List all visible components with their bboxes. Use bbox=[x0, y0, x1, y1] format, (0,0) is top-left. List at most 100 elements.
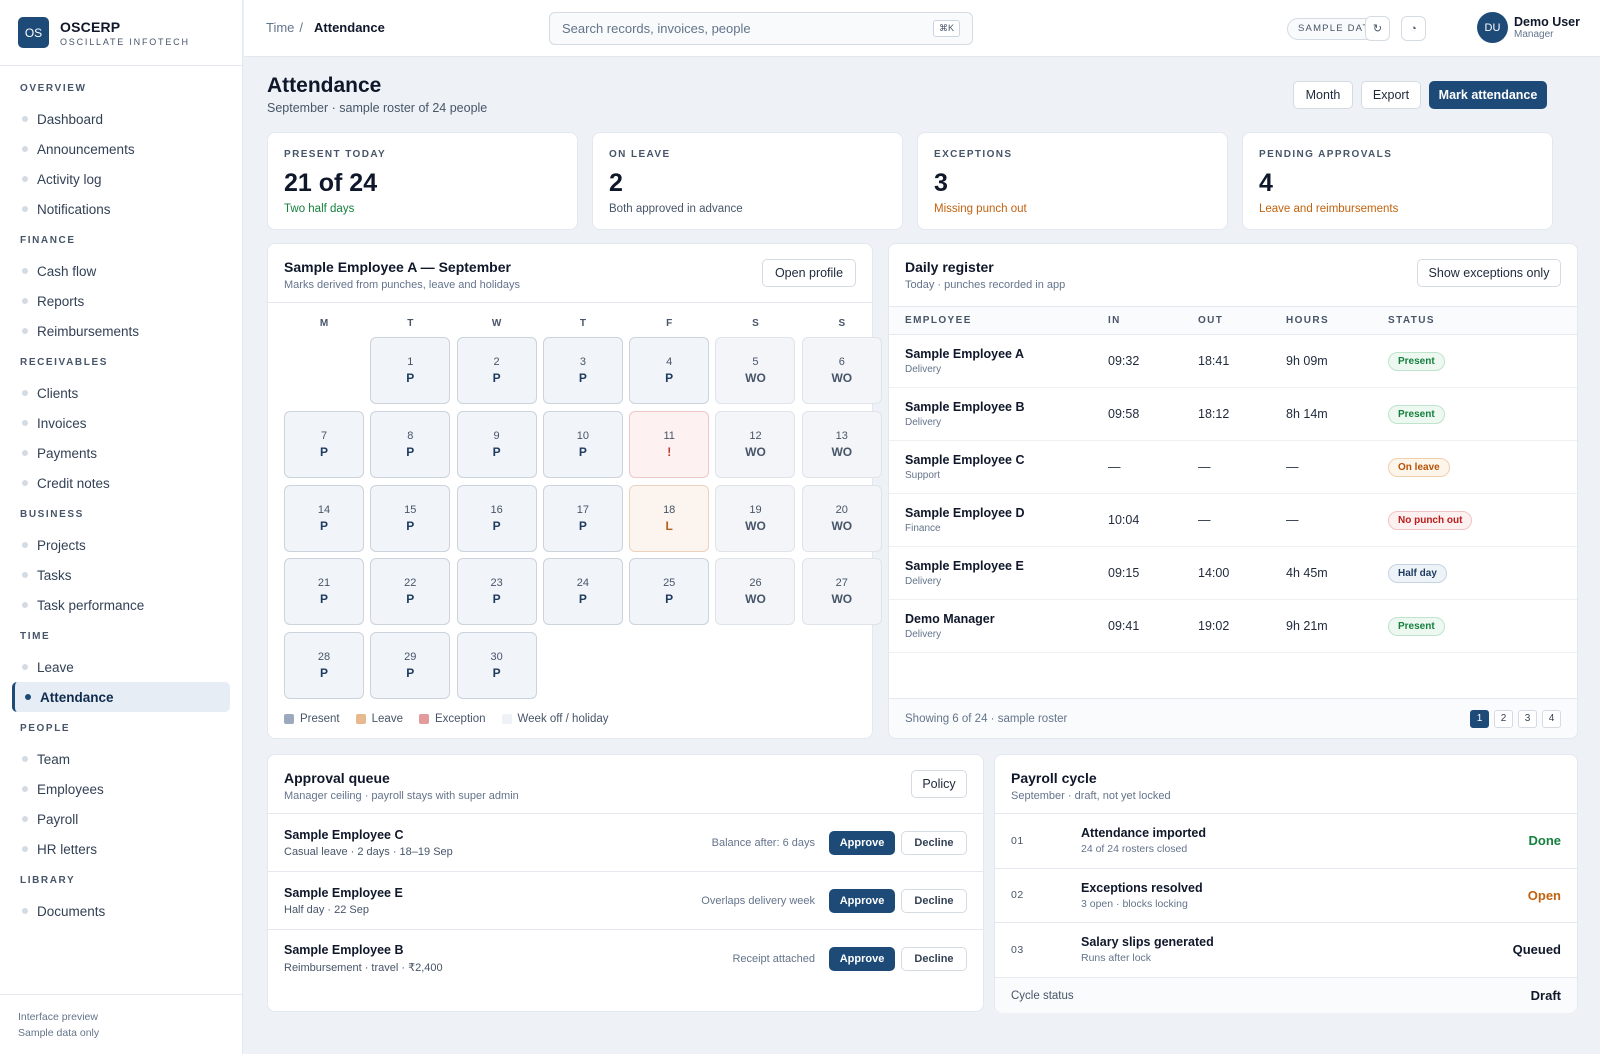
calendar-day-30[interactable]: 30 P bbox=[456, 632, 537, 700]
employee-dept: Delivery bbox=[905, 629, 942, 640]
calendar-day-13[interactable]: 13 WO bbox=[801, 410, 882, 478]
sidebar-item-leave[interactable]: Leave bbox=[0, 652, 230, 682]
calendar-day-20[interactable]: 20 WO bbox=[801, 484, 882, 552]
table-row[interactable]: Sample Employee E Delivery 09:15 14:00 4… bbox=[889, 546, 1577, 600]
brand[interactable]: OS OSCERP OSCILLATE INFOTECH bbox=[0, 0, 242, 66]
day-mark: P bbox=[406, 371, 415, 385]
calendar-day-9[interactable]: 9 P bbox=[456, 410, 537, 478]
export-button[interactable]: Export bbox=[1361, 81, 1421, 109]
sidebar-item-invoices[interactable]: Invoices bbox=[0, 408, 230, 438]
sidebar-item-credit-notes[interactable]: Credit notes bbox=[0, 468, 230, 498]
sidebar-item-clients[interactable]: Clients bbox=[0, 378, 230, 408]
refresh-icon[interactable]: ↻ bbox=[1365, 16, 1390, 41]
cell-employee: Demo Manager Delivery bbox=[889, 599, 1108, 653]
table-row[interactable]: Sample Employee D Finance 10:04 — — No p… bbox=[889, 493, 1577, 547]
calendar-day-18[interactable]: 18 L bbox=[629, 484, 710, 552]
calendar-day-21[interactable]: 21 P bbox=[284, 558, 364, 626]
calendar-day-5[interactable]: 5 WO bbox=[715, 337, 796, 404]
user-menu[interactable]: DU Demo User Manager bbox=[1477, 12, 1580, 43]
sidebar-item-attendance[interactable]: Attendance bbox=[12, 682, 230, 712]
table-row[interactable]: Sample Employee A Delivery 09:32 18:41 9… bbox=[889, 334, 1577, 388]
sidebar-item-cash-flow[interactable]: Cash flow bbox=[0, 256, 230, 286]
cell-in: 10:04 bbox=[1108, 493, 1198, 547]
sidebar-item-activity-log[interactable]: Activity log bbox=[0, 164, 230, 194]
calendar-day-8[interactable]: 8 P bbox=[370, 410, 451, 478]
calendar-day-14[interactable]: 14 P bbox=[284, 484, 364, 552]
calendar-day-25[interactable]: 25 P bbox=[629, 558, 710, 626]
calendar-day-26[interactable]: 26 WO bbox=[715, 558, 796, 626]
calendar-day-23[interactable]: 23 P bbox=[456, 558, 537, 626]
page-button-2[interactable]: 2 bbox=[1494, 709, 1513, 728]
calendar-day-15[interactable]: 15 P bbox=[370, 484, 451, 552]
page-button-4[interactable]: 4 bbox=[1542, 709, 1561, 728]
sidebar-item-notifications[interactable]: Notifications bbox=[0, 194, 230, 224]
breadcrumb-parent[interactable]: Time bbox=[266, 20, 295, 35]
policy-button[interactable]: Policy bbox=[911, 770, 967, 798]
cell-status: Half day bbox=[1388, 546, 1577, 600]
calendar-day-11[interactable]: 11 ! bbox=[629, 410, 710, 478]
mark-attendance-button[interactable]: Mark attendance bbox=[1429, 81, 1547, 109]
sidebar-item-dashboard[interactable]: Dashboard bbox=[0, 104, 230, 134]
theme-toggle-icon[interactable]: ◔ bbox=[1401, 16, 1426, 41]
bullet-icon bbox=[22, 328, 28, 334]
cell-out: 18:12 bbox=[1198, 387, 1286, 441]
sidebar-item-team[interactable]: Team bbox=[0, 744, 230, 774]
sidebar-item-reports[interactable]: Reports bbox=[0, 286, 230, 316]
sidebar-item-payroll[interactable]: Payroll bbox=[0, 804, 230, 834]
payroll-subtitle: September · draft, not yet locked bbox=[1011, 790, 1171, 802]
decline-button[interactable]: Decline bbox=[901, 946, 967, 971]
sidebar-item-announcements[interactable]: Announcements bbox=[0, 134, 230, 164]
day-number: 29 bbox=[404, 651, 417, 664]
open-profile-button[interactable]: Open profile bbox=[762, 259, 856, 287]
approve-button[interactable]: Approve bbox=[829, 830, 895, 855]
sidebar-item-employees[interactable]: Employees bbox=[0, 774, 230, 804]
calendar-day-24[interactable]: 24 P bbox=[542, 558, 623, 626]
approval-queue-card: Approval queue Manager ceiling · payroll… bbox=[267, 754, 984, 1012]
approve-button[interactable]: Approve bbox=[829, 888, 895, 913]
sidebar-item-reimbursements[interactable]: Reimbursements bbox=[0, 316, 230, 346]
calendar-day-29[interactable]: 29 P bbox=[370, 632, 451, 700]
calendar-day-10[interactable]: 10 P bbox=[542, 410, 623, 478]
day-mark: P bbox=[319, 666, 328, 681]
cell-employee: Sample Employee B Delivery bbox=[889, 387, 1108, 441]
approval-item: Sample Employee E Half day · 22 Sep Over… bbox=[268, 871, 983, 929]
day-number: 12 bbox=[749, 429, 762, 442]
search-input[interactable]: Search records, invoices, people ⌘K bbox=[549, 12, 973, 45]
calendar-day-4[interactable]: 4 P bbox=[629, 337, 710, 404]
sidebar-item-tasks[interactable]: Tasks bbox=[0, 560, 230, 590]
calendar-day-12[interactable]: 12 WO bbox=[715, 410, 796, 478]
divider bbox=[268, 302, 872, 303]
table-row[interactable]: Sample Employee C Support — — — On leave bbox=[889, 440, 1577, 494]
show-exceptions-button[interactable]: Show exceptions only bbox=[1417, 259, 1561, 287]
month-button[interactable]: Month bbox=[1293, 81, 1353, 109]
sidebar-item-hr-letters[interactable]: HR letters bbox=[0, 834, 230, 864]
cell-hours: 9h 09m bbox=[1286, 334, 1388, 388]
approve-button[interactable]: Approve bbox=[829, 946, 895, 971]
calendar-day-1[interactable]: 1 P bbox=[370, 337, 451, 404]
calendar-day-7[interactable]: 7 P bbox=[284, 410, 364, 478]
calendar-day-2[interactable]: 2 P bbox=[456, 337, 537, 404]
sidebar-item-documents[interactable]: Documents bbox=[0, 896, 230, 926]
sidebar-item-projects[interactable]: Projects bbox=[0, 530, 230, 560]
calendar-day-6[interactable]: 6 WO bbox=[801, 337, 882, 404]
decline-button[interactable]: Decline bbox=[901, 888, 967, 913]
day-number: 16 bbox=[490, 503, 503, 516]
sidebar-item-task-performance[interactable]: Task performance bbox=[0, 590, 230, 620]
calendar-day-17[interactable]: 17 P bbox=[542, 484, 623, 552]
sidebar-item-payments[interactable]: Payments bbox=[0, 438, 230, 468]
page-button-3[interactable]: 3 bbox=[1518, 709, 1537, 728]
calendar-day-3[interactable]: 3 P bbox=[542, 337, 623, 404]
calendar-day-27[interactable]: 27 WO bbox=[801, 558, 882, 626]
page-button-1[interactable]: 1 bbox=[1470, 709, 1489, 728]
legend-label: Leave bbox=[371, 713, 403, 725]
calendar-day-28[interactable]: 28 P bbox=[284, 632, 364, 700]
stat-card-on-leave: ON LEAVE 2 Both approved in advance bbox=[592, 132, 903, 230]
table-row[interactable]: Demo Manager Delivery 09:41 19:02 9h 21m… bbox=[889, 599, 1577, 653]
decline-button[interactable]: Decline bbox=[901, 830, 967, 855]
nav-section-receivables: RECEIVABLES bbox=[20, 357, 108, 368]
calendar-day-22[interactable]: 22 P bbox=[370, 558, 451, 626]
table-row[interactable]: Sample Employee B Delivery 09:58 18:12 8… bbox=[889, 387, 1577, 441]
calendar-day-16[interactable]: 16 P bbox=[456, 484, 537, 552]
calendar-day-19[interactable]: 19 WO bbox=[715, 484, 796, 552]
